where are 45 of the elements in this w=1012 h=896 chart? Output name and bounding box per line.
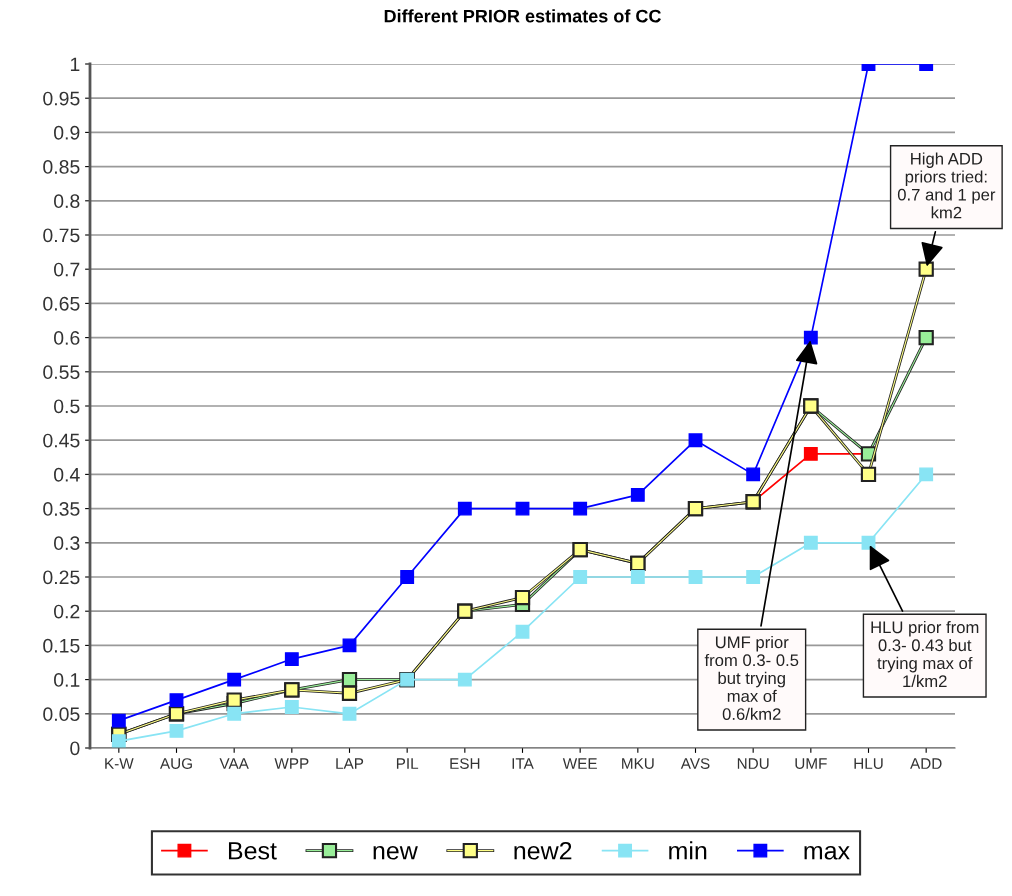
y-tick-label: 0.65 — [43, 296, 80, 311]
y-tick-label: 0.05 — [43, 707, 80, 722]
x-tick-label: WEE — [562, 758, 597, 769]
x-tick-label: ITA — [512, 758, 534, 769]
y-tick-label: 0.8 — [54, 194, 80, 209]
y-tick-label: 0.35 — [43, 502, 80, 516]
y-tick-label: 0.75 — [43, 228, 80, 243]
y-tick-label: 0.4 — [54, 467, 80, 482]
x-tick-label: UMF — [795, 758, 827, 769]
y-tick-label: 0.45 — [43, 433, 80, 448]
y-tick-label: 0.85 — [43, 160, 80, 174]
y-tick-label: 0.3 — [54, 536, 80, 551]
y-tick-label: 0.15 — [43, 638, 80, 653]
x-tick-label: ADD — [910, 758, 942, 769]
y-tick-label: 0.25 — [43, 570, 80, 585]
x-tick-label: PIL — [396, 758, 419, 769]
annotation: UMF prior from 0.3- 0.5 but trying max of 0.6/km2 — [704, 635, 799, 720]
legend-label: Best — [228, 842, 277, 860]
legend-label: new2 — [514, 841, 572, 860]
y-tick-label: 0.55 — [43, 365, 80, 380]
y-tick-label: 0.9 — [54, 125, 80, 140]
y-tick-label: 0.7 — [54, 262, 80, 277]
chart-title: Different PRIOR estimates of CC — [384, 9, 661, 23]
y-tick-label: 1 — [70, 57, 80, 72]
x-tick-label: K-W — [105, 758, 134, 769]
x-tick-label: AUG — [159, 758, 192, 769]
annotation: High ADD priors tried: 0.7 and 1 per km2 — [897, 152, 996, 219]
annotation: HLU prior from 0.3- 0.43 but trying max of 1/km2 — [871, 620, 979, 688]
y-tick-label: 0.5 — [54, 399, 80, 414]
legend-label: new — [373, 845, 418, 860]
x-tick-label: NDU — [737, 758, 769, 769]
y-tick-label: 0 — [70, 741, 80, 756]
x-tick-label: VAA — [219, 758, 249, 769]
legend-label: max — [804, 845, 850, 860]
x-tick-label: LAP — [336, 758, 364, 769]
y-tick-label: 0.6 — [54, 331, 80, 345]
x-tick-label: ESH — [450, 758, 480, 769]
x-tick-label: WPP — [274, 758, 309, 769]
legend-label: min — [669, 841, 707, 860]
y-tick-label: 0.1 — [54, 673, 80, 687]
x-tick-label: AVS — [680, 758, 710, 769]
x-tick-label: MKU — [622, 758, 654, 769]
y-tick-label: 0.95 — [43, 91, 80, 106]
y-tick-label: 0.2 — [54, 604, 80, 619]
x-tick-label: HLU — [854, 758, 883, 769]
